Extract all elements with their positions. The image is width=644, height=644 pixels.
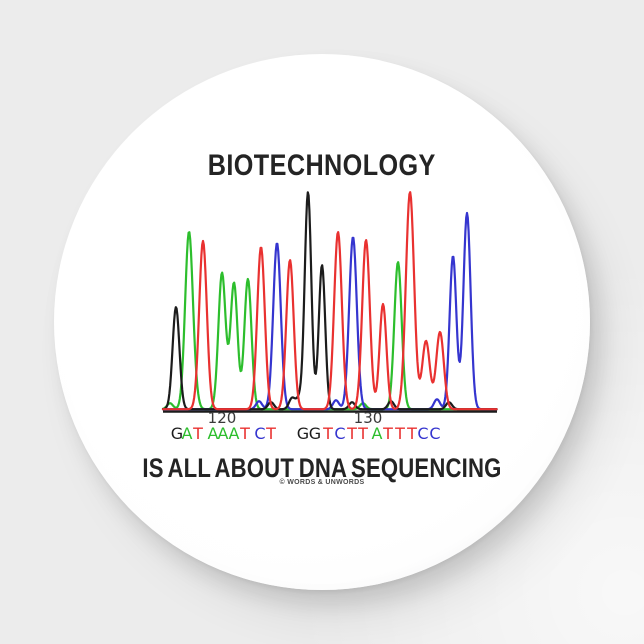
sequence-base: A: [207, 424, 219, 443]
sequence-base: T: [358, 424, 368, 443]
sequence-base: A: [228, 424, 240, 443]
sequence-base: C: [254, 424, 266, 443]
sequence-base: T: [193, 424, 203, 443]
sequence-base: T: [395, 424, 405, 443]
sequence-base: C: [417, 424, 429, 443]
sequence-base: A: [181, 424, 193, 443]
sequence-base: T: [347, 424, 357, 443]
sequence-base: A: [371, 424, 383, 443]
sequence-base: T: [266, 424, 276, 443]
title-text: BIOTECHNOLOGY: [207, 149, 437, 182]
trace-T: [161, 191, 498, 411]
sequence-base: T: [407, 424, 417, 443]
sequence-base: T: [383, 424, 393, 443]
sequence-base: G: [170, 424, 184, 443]
axis-tick-label-130: 130: [353, 409, 383, 427]
sequence-base: G: [296, 424, 310, 443]
page-title: BIOTECHNOLOGY: [0, 149, 644, 183]
sequence-base: C: [429, 424, 441, 443]
page-subtitle: IS ALL ABOUT DNA SEQUENCING: [0, 453, 644, 484]
sequence-base: C: [334, 424, 346, 443]
sequence-base: A: [217, 424, 229, 443]
magnet-face: [54, 54, 590, 590]
axis-tick-label-120: 120: [207, 409, 237, 427]
sequence-base: T: [240, 424, 250, 443]
subtitle-text: IS ALL ABOUT DNA SEQUENCING: [142, 453, 502, 483]
sequence-base: G: [308, 424, 322, 443]
sequence-base: T: [323, 424, 333, 443]
copyright-label: © WORDS & UNWORDS: [279, 479, 365, 486]
